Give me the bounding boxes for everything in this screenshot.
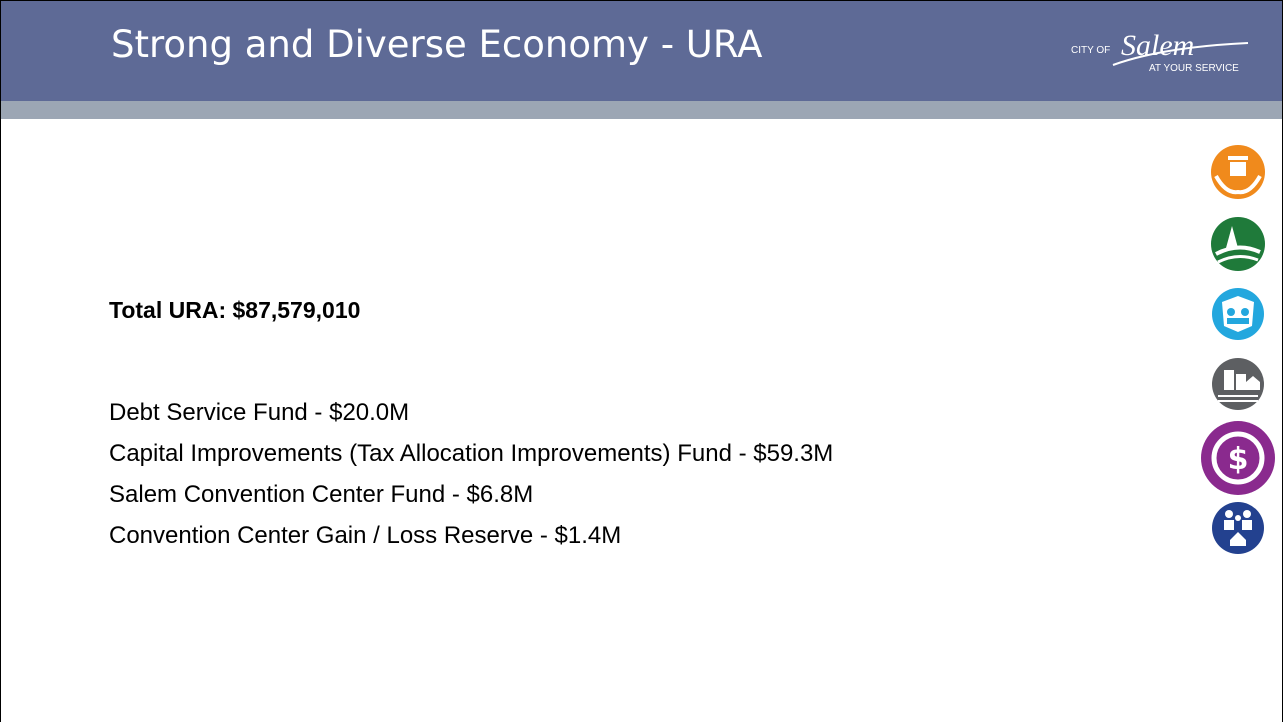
icon-part xyxy=(1230,162,1246,176)
total: Total URA: $87,579,010 xyxy=(109,297,361,323)
icon-part xyxy=(1214,175,1262,195)
icon-part: $ xyxy=(1228,442,1249,477)
icon-governance xyxy=(1211,145,1265,199)
icon-part xyxy=(1224,520,1234,530)
fund-item: Salem Convention Center Fund - $6.8M xyxy=(109,481,534,508)
icon-part xyxy=(1224,370,1234,390)
header-strip xyxy=(1,101,1282,119)
icon-part xyxy=(1243,510,1251,518)
icon-part xyxy=(1217,255,1259,264)
icon-part xyxy=(1235,515,1241,521)
icon-part xyxy=(1228,156,1248,160)
fund-item: Debt Service Fund - $20.0M xyxy=(109,399,410,426)
fund-item: Convention Center Gain / Loss Reserve - … xyxy=(109,522,622,549)
icon-environment xyxy=(1211,217,1265,271)
slide-title: Strong and Diverse Economy - URA xyxy=(111,23,763,66)
logo: CITY OF Salem AT YOUR SERVICE xyxy=(1071,29,1249,74)
icon-column: $ xyxy=(1201,145,1275,554)
logo-tagline: AT YOUR SERVICE xyxy=(1149,63,1239,74)
icon-part xyxy=(1236,374,1246,390)
icon-economy: $ xyxy=(1201,421,1275,495)
fund-item: Capital Improvements (Tax Allocation Imp… xyxy=(109,440,834,467)
icon-part xyxy=(1212,502,1264,554)
icon-part xyxy=(1241,308,1249,316)
logo-swoosh xyxy=(1112,42,1249,66)
icon-community xyxy=(1212,502,1264,554)
icon-part xyxy=(1227,308,1235,316)
icon-part xyxy=(1230,532,1246,546)
logo-name: Salem xyxy=(1121,29,1194,62)
icon-part xyxy=(1222,296,1254,332)
icon-safety xyxy=(1212,288,1264,340)
logo-prefix: CITY OF xyxy=(1071,45,1110,56)
icon-part xyxy=(1218,395,1258,402)
icon-part xyxy=(1246,376,1260,390)
icon-part xyxy=(1242,520,1252,530)
icon-part xyxy=(1225,510,1233,518)
icon-infrastructure xyxy=(1212,358,1264,410)
icon-part xyxy=(1211,431,1265,485)
icon-part xyxy=(1226,226,1238,248)
icon-part xyxy=(1227,318,1249,324)
icon-part xyxy=(1215,245,1261,256)
header-band xyxy=(1,1,1282,101)
